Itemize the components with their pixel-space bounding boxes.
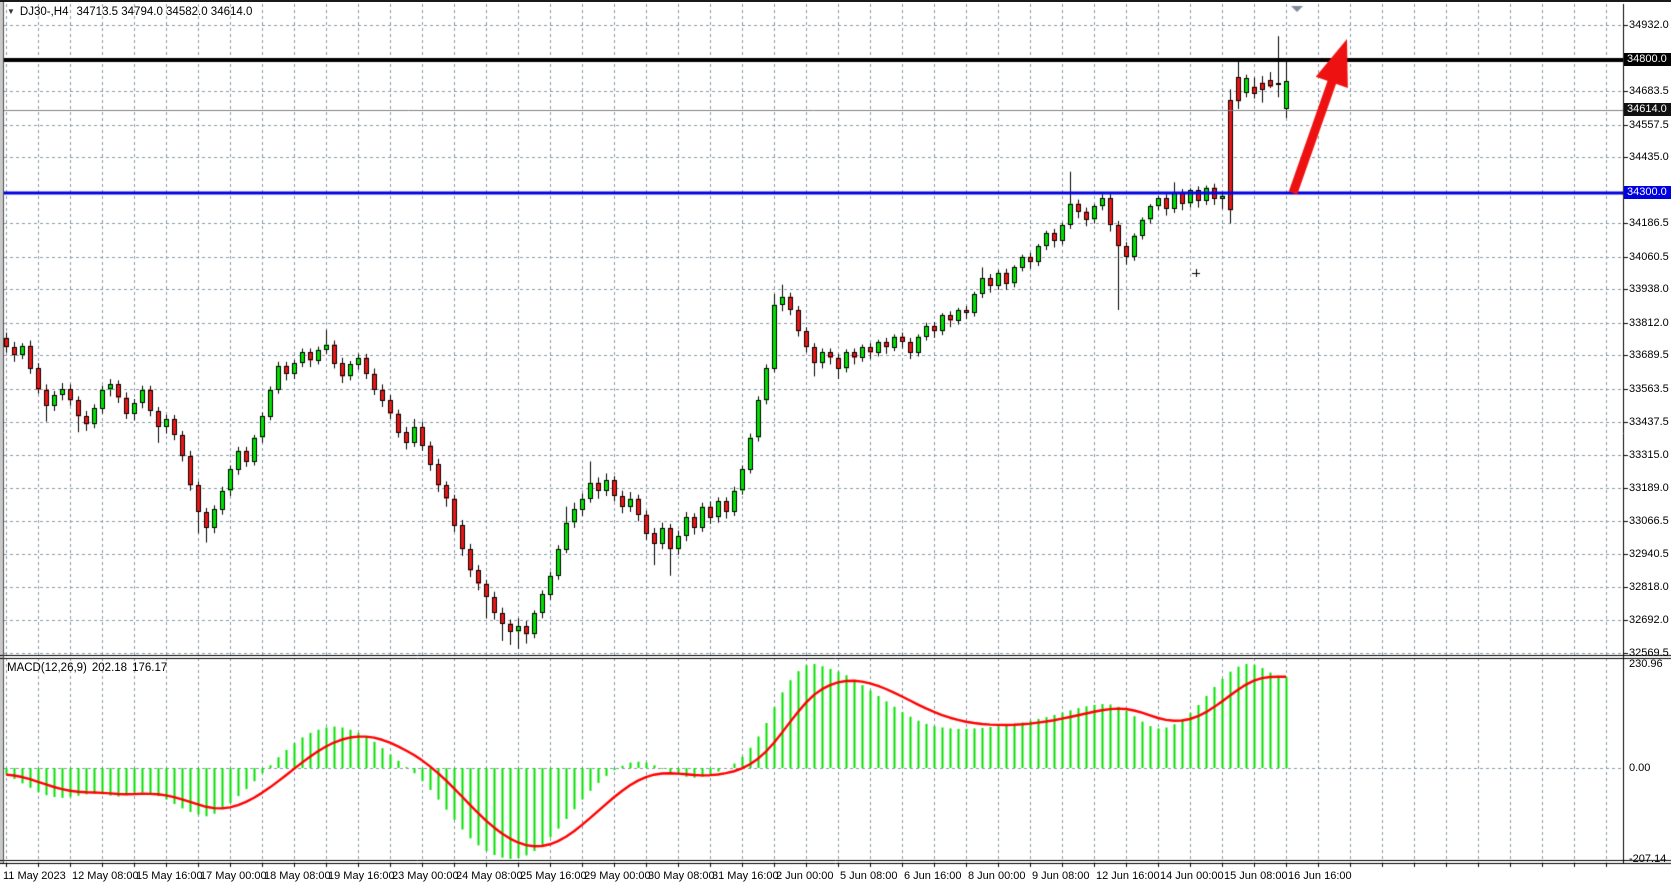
price-axis-tick-label: 33315.0 <box>1629 449 1669 461</box>
chart-title: ▼ DJ30-,H4 34713.5 34794.0 34582.0 34614.0 <box>7 6 252 18</box>
time-axis-tick-label: 30 May 08:00 <box>648 870 715 882</box>
macd-axis-tick-label: 230.96 <box>1629 658 1663 670</box>
price-line-badge: 34800.0 <box>1624 53 1671 66</box>
macd-value-label: 202.18 <box>91 662 128 674</box>
price-axis-tick-label: 33812.0 <box>1629 317 1669 329</box>
time-axis-tick-label: 24 May 08:00 <box>456 870 523 882</box>
time-axis-tick-label: 6 Jun 16:00 <box>904 870 962 882</box>
price-axis-tick-label: 32692.0 <box>1629 614 1669 626</box>
time-axis-tick-label: 5 Jun 08:00 <box>840 870 898 882</box>
time-axis-tick-label: 15 May 16:00 <box>136 870 203 882</box>
ohlc-values-label: 34713.5 34794.0 34582.0 34614.0 <box>76 6 253 18</box>
time-axis-tick-label: 8 Jun 00:00 <box>968 870 1026 882</box>
time-axis-tick-label: 31 May 16:00 <box>712 870 779 882</box>
time-axis-tick-label: 16 Jun 16:00 <box>1288 870 1352 882</box>
price-axis-tick-label: 34186.5 <box>1629 217 1669 229</box>
time-axis-tick-label: 25 May 16:00 <box>520 870 587 882</box>
time-axis-tick-label: 2 Jun 00:00 <box>776 870 834 882</box>
macd-signal-value-label: 176.17 <box>132 662 168 674</box>
price-axis-tick-label: 32940.5 <box>1629 548 1669 560</box>
macd-axis-tick-label: 0.00 <box>1629 762 1651 774</box>
time-axis-tick-label: 19 May 16:00 <box>328 870 395 882</box>
macd-name-label: MACD(12,26,9) <box>7 662 87 674</box>
price-axis-tick-label: 32818.0 <box>1629 581 1669 593</box>
price-axis-tick-label: 34435.0 <box>1629 151 1669 163</box>
price-line-badge: 34300.0 <box>1624 186 1671 199</box>
price-axis-tick-label: 32569.5 <box>1629 647 1669 659</box>
price-axis-tick-label: 34060.5 <box>1629 251 1669 263</box>
time-axis-tick-label: 9 Jun 08:00 <box>1032 870 1090 882</box>
symbol-period-label: DJ30-,H4 <box>19 6 69 18</box>
time-axis-tick-label: 15 Jun 08:00 <box>1224 870 1288 882</box>
time-axis-tick-label: 17 May 00:00 <box>200 870 267 882</box>
price-axis-tick-label: 34557.5 <box>1629 119 1669 131</box>
time-axis-tick-label: 12 Jun 16:00 <box>1096 870 1160 882</box>
time-axis-tick-label: 11 May 2023 <box>3 870 66 882</box>
price-axis-tick-label: 33938.0 <box>1629 283 1669 295</box>
price-axis-tick-label: 33689.5 <box>1629 349 1669 361</box>
macd-indicator-label: MACD(12,26,9) 202.18 176.17 <box>7 662 172 674</box>
price-axis-tick-label: 33066.5 <box>1629 515 1669 527</box>
price-axis-tick-label: 34683.5 <box>1629 85 1669 97</box>
time-axis-tick-label: 29 May 00:00 <box>584 870 651 882</box>
macd-axis-tick-label: -207.14 <box>1629 853 1667 865</box>
price-axis-tick-label: 34932.0 <box>1629 19 1669 31</box>
chart-menu-dropdown-icon[interactable]: ▼ <box>7 7 15 16</box>
time-axis-tick-label: 14 Jun 00:00 <box>1160 870 1224 882</box>
time-axis-tick-label: 18 May 08:00 <box>264 870 331 882</box>
time-axis-tick-label: 12 May 08:00 <box>72 870 139 882</box>
price-line-badge: 34614.0 <box>1624 103 1671 116</box>
time-axis-tick-label: 23 May 00:00 <box>392 870 459 882</box>
price-axis-tick-label: 33563.5 <box>1629 383 1669 395</box>
price-axis-tick-label: 33189.0 <box>1629 482 1669 494</box>
price-axis-tick-label: 33437.5 <box>1629 416 1669 428</box>
